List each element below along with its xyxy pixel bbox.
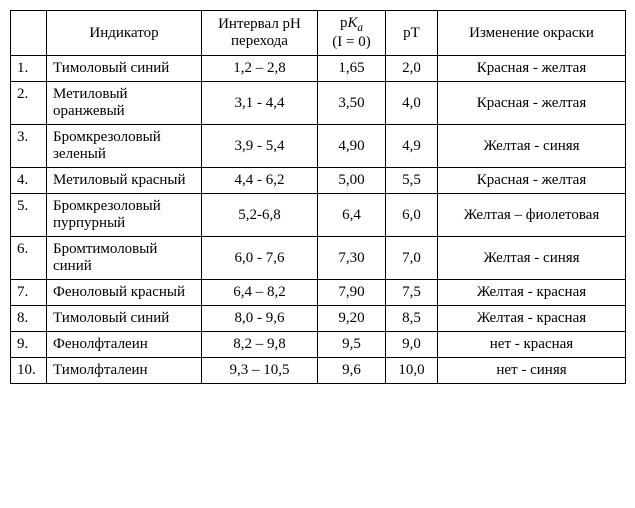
cell-num: 8.: [11, 306, 47, 332]
cell-indicator: Бромтимоловый синий: [47, 237, 202, 280]
table-row: 4.Метиловый красный4,4 - 6,25,005,5Красн…: [11, 168, 626, 194]
cell-interval: 8,0 - 9,6: [202, 306, 318, 332]
pka-label-cond: (I = 0): [332, 34, 370, 50]
cell-num: 6.: [11, 237, 47, 280]
cell-indicator: Тимоловый синий: [47, 56, 202, 82]
table-body: 1.Тимоловый синий1,2 – 2,81,652,0Красная…: [11, 56, 626, 384]
cell-pka: 7,90: [318, 280, 386, 306]
cell-change: Желтая - красная: [438, 280, 626, 306]
cell-indicator: Тимолфталеин: [47, 358, 202, 384]
cell-interval: 5,2-6,8: [202, 194, 318, 237]
cell-pt: 7,5: [386, 280, 438, 306]
cell-indicator: Тимоловый синий: [47, 306, 202, 332]
col-header-pka: рКа (I = 0): [318, 11, 386, 56]
cell-pt: 6,0: [386, 194, 438, 237]
cell-indicator: Метиловый оранжевый: [47, 82, 202, 125]
cell-pka: 5,00: [318, 168, 386, 194]
cell-pt: 4,0: [386, 82, 438, 125]
cell-interval: 1,2 – 2,8: [202, 56, 318, 82]
cell-indicator: Феноловый красный: [47, 280, 202, 306]
table-row: 9.Фенолфталеин8,2 – 9,89,59,0нет - красн…: [11, 332, 626, 358]
col-header-num: [11, 11, 47, 56]
cell-indicator: Метиловый красный: [47, 168, 202, 194]
cell-pka: 9,6: [318, 358, 386, 384]
col-header-interval: Интервал pH перехода: [202, 11, 318, 56]
cell-change: нет - синяя: [438, 358, 626, 384]
cell-pt: 2,0: [386, 56, 438, 82]
cell-change: Желтая - синяя: [438, 125, 626, 168]
cell-num: 7.: [11, 280, 47, 306]
cell-pt: 7,0: [386, 237, 438, 280]
cell-change: Красная - желтая: [438, 168, 626, 194]
indicator-table: Индикатор Интервал pH перехода рКа (I = …: [10, 10, 626, 384]
cell-pt: 8,5: [386, 306, 438, 332]
table-row: 5.Бромкрезоловый пурпурный5,2-6,86,46,0Ж…: [11, 194, 626, 237]
cell-indicator: Фенолфталеин: [47, 332, 202, 358]
cell-pt: 4,9: [386, 125, 438, 168]
cell-change: Желтая - синяя: [438, 237, 626, 280]
col-header-pt: pT: [386, 11, 438, 56]
cell-pt: 9,0: [386, 332, 438, 358]
table-row: 3.Бромкрезоловый зеленый3,9 - 5,44,904,9…: [11, 125, 626, 168]
cell-interval: 9,3 – 10,5: [202, 358, 318, 384]
table-row: 1.Тимоловый синий1,2 – 2,81,652,0Красная…: [11, 56, 626, 82]
cell-change: Красная - желтая: [438, 82, 626, 125]
cell-interval: 3,1 - 4,4: [202, 82, 318, 125]
table-row: 10.Тимолфталеин9,3 – 10,59,610,0нет - си…: [11, 358, 626, 384]
cell-interval: 6,4 – 8,2: [202, 280, 318, 306]
cell-pka: 9,20: [318, 306, 386, 332]
cell-pt: 10,0: [386, 358, 438, 384]
table-row: 8.Тимоловый синий8,0 - 9,69,208,5Желтая …: [11, 306, 626, 332]
cell-interval: 8,2 – 9,8: [202, 332, 318, 358]
cell-num: 9.: [11, 332, 47, 358]
cell-indicator: Бромкрезоловый пурпурный: [47, 194, 202, 237]
cell-pka: 1,65: [318, 56, 386, 82]
cell-change: Красная - желтая: [438, 56, 626, 82]
cell-num: 1.: [11, 56, 47, 82]
col-header-change: Изменение окраски: [438, 11, 626, 56]
table-row: 7.Феноловый красный6,4 – 8,27,907,5Желта…: [11, 280, 626, 306]
pka-label-sub: а: [357, 22, 363, 34]
cell-pka: 6,4: [318, 194, 386, 237]
cell-change: Желтая – фиолетовая: [438, 194, 626, 237]
table-row: 6.Бромтимоловый синий6,0 - 7,67,307,0Жел…: [11, 237, 626, 280]
cell-change: нет - красная: [438, 332, 626, 358]
cell-interval: 6,0 - 7,6: [202, 237, 318, 280]
cell-change: Желтая - красная: [438, 306, 626, 332]
cell-num: 2.: [11, 82, 47, 125]
col-header-indicator: Индикатор: [47, 11, 202, 56]
cell-pka: 9,5: [318, 332, 386, 358]
cell-num: 3.: [11, 125, 47, 168]
table-header-row: Индикатор Интервал pH перехода рКа (I = …: [11, 11, 626, 56]
cell-interval: 4,4 - 6,2: [202, 168, 318, 194]
table-row: 2.Метиловый оранжевый3,1 - 4,43,504,0Кра…: [11, 82, 626, 125]
cell-pka: 3,50: [318, 82, 386, 125]
cell-pka: 4,90: [318, 125, 386, 168]
pka-label-k: К: [347, 15, 357, 31]
cell-pka: 7,30: [318, 237, 386, 280]
cell-indicator: Бромкрезоловый зеленый: [47, 125, 202, 168]
cell-num: 10.: [11, 358, 47, 384]
cell-pt: 5,5: [386, 168, 438, 194]
cell-num: 4.: [11, 168, 47, 194]
cell-interval: 3,9 - 5,4: [202, 125, 318, 168]
cell-num: 5.: [11, 194, 47, 237]
